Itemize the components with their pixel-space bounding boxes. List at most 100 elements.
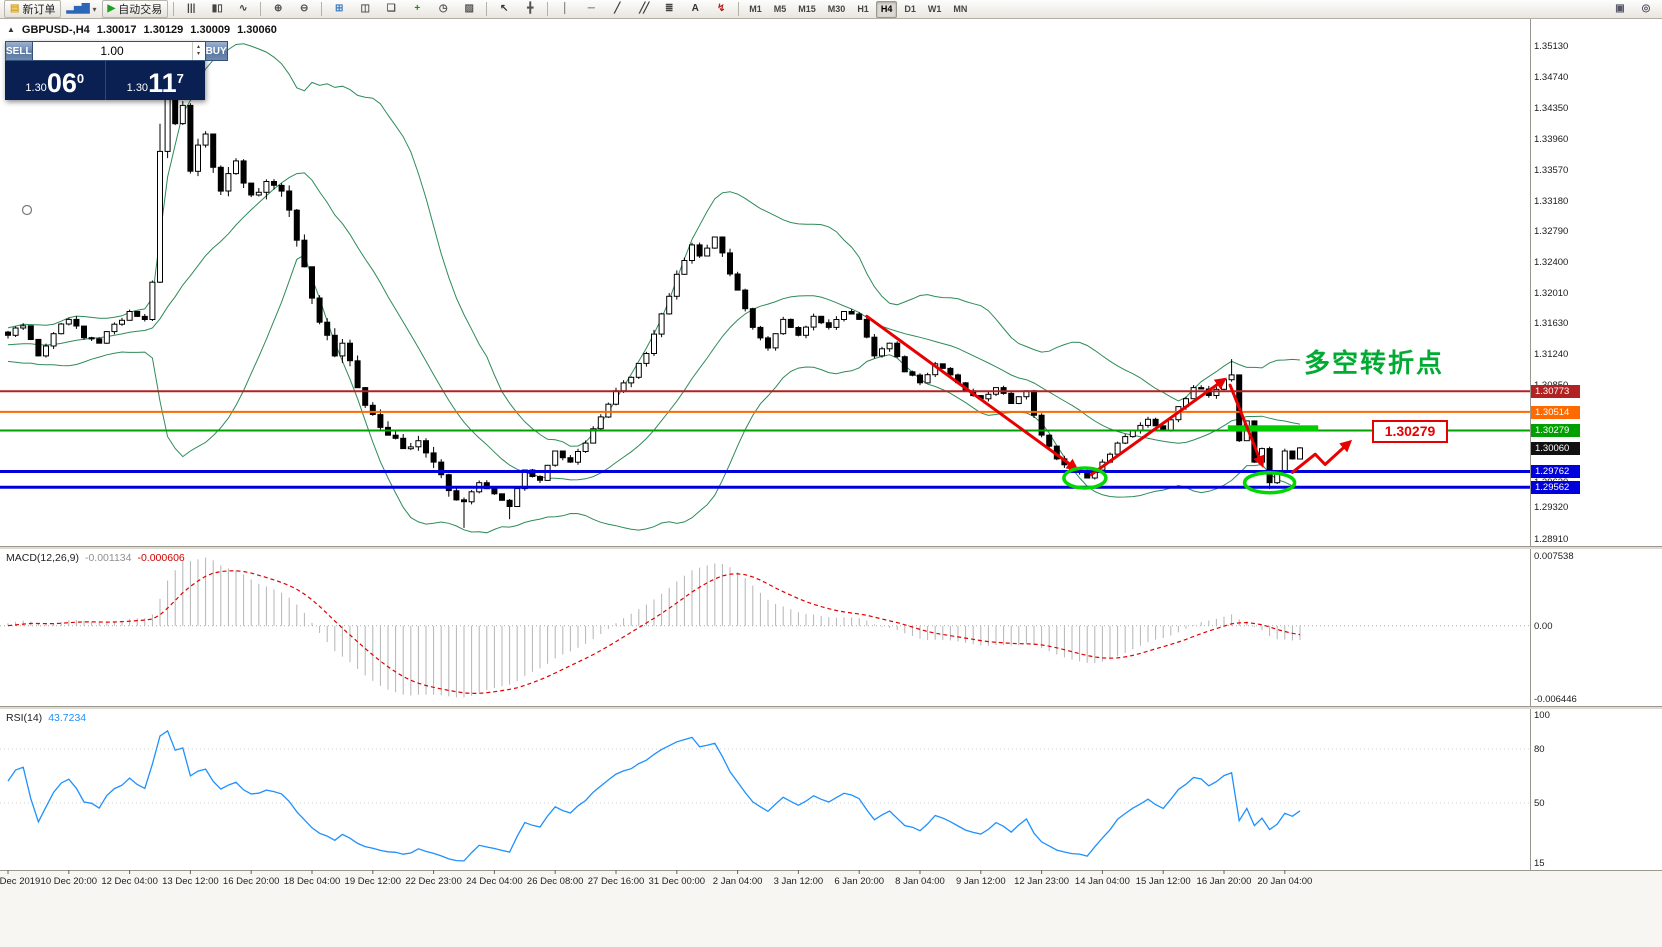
chart-style-button[interactable]: ▂▅▇ ▾ bbox=[63, 0, 99, 18]
current-price-tag: 1.30060 bbox=[1531, 442, 1580, 455]
time-axis-label: Dec 2019 bbox=[0, 876, 41, 887]
macd-signal-line bbox=[7, 570, 1301, 695]
rsi-scale-15: 15 bbox=[1534, 858, 1545, 869]
fibonacci-icon: ≣ bbox=[665, 3, 674, 14]
timeframe-m1[interactable]: M1 bbox=[749, 3, 762, 14]
price-line-tag: 1.29762 bbox=[1531, 465, 1580, 478]
bounce-arrow bbox=[1290, 439, 1353, 474]
rsi-indicator-label: RSI(14) 43.7234 bbox=[6, 712, 86, 725]
timeframe-w1[interactable]: W1 bbox=[927, 3, 942, 14]
fibonacci-tool-button[interactable]: ≣ bbox=[657, 0, 681, 18]
candles-chart-button[interactable]: ▮▯ bbox=[205, 0, 229, 18]
cursor-button[interactable]: ↖ bbox=[492, 0, 516, 18]
rsi-layer bbox=[0, 729, 1530, 862]
templates-button[interactable]: ▨ bbox=[457, 0, 481, 18]
candles-layer bbox=[5, 45, 1303, 528]
price-axis-label: 1.32790 bbox=[1534, 226, 1569, 237]
indicators-plus-icon: + bbox=[414, 3, 421, 14]
timeframe-m15[interactable]: M15 bbox=[798, 3, 816, 14]
ellipse-object-small bbox=[21, 204, 33, 216]
price-axis-label: 1.31630 bbox=[1534, 318, 1569, 329]
autotrading-button[interactable]: ▶ 自动交易 bbox=[101, 0, 169, 18]
time-axis-label: 2 Jan 04:00 bbox=[712, 876, 763, 887]
new-chart-button[interactable]: ⊞ bbox=[327, 0, 351, 18]
chart-windows-icon-button[interactable]: ▣ bbox=[1608, 0, 1632, 18]
vertical-line-icon: │ bbox=[562, 3, 569, 14]
macd-layer bbox=[0, 557, 1530, 698]
time-axis-label: 18 Dec 04:00 bbox=[283, 876, 341, 887]
zoom-in-button[interactable]: ⊕ bbox=[266, 0, 290, 18]
sell-button[interactable]: SELL bbox=[5, 41, 33, 61]
trend-arrow-3 bbox=[1228, 383, 1265, 468]
line-chart-button[interactable]: ∿ bbox=[231, 0, 255, 18]
toolbar-separator bbox=[547, 2, 549, 16]
time-axis-strip[interactable] bbox=[0, 870, 1662, 947]
buy-button[interactable]: BUY bbox=[204, 41, 228, 61]
highlight-ellipse-1 bbox=[1062, 466, 1108, 490]
timeframe-h4[interactable]: H4 bbox=[875, 0, 898, 18]
ohlc-close: 1.30060 bbox=[237, 24, 277, 36]
time-axis-label: 14 Jan 04:00 bbox=[1074, 876, 1130, 887]
price-axis-label: 1.32010 bbox=[1534, 288, 1569, 299]
trend-arrow-2 bbox=[1089, 377, 1227, 477]
quick-search-icon-button[interactable]: ◎ bbox=[1634, 0, 1658, 18]
arrow-objects-icon: ↯ bbox=[717, 3, 726, 14]
period-button[interactable]: ◷ bbox=[431, 0, 455, 18]
macd-rsi-splitter[interactable] bbox=[0, 706, 1662, 709]
toolbar-separator bbox=[321, 2, 323, 16]
text-tool-button[interactable]: A bbox=[683, 0, 707, 18]
time-axis-label: 6 Jan 20:00 bbox=[834, 876, 885, 887]
price-axis-label: 1.34350 bbox=[1534, 103, 1569, 114]
rsi-line bbox=[7, 729, 1301, 862]
ohlc-bars-icon: ||| bbox=[187, 3, 196, 14]
new-order-button[interactable]: ▤ 新订单 bbox=[4, 0, 62, 18]
buy-price-display[interactable]: 1.30 11 7 bbox=[106, 61, 206, 100]
trendline-tool-button[interactable]: ╱ bbox=[605, 0, 629, 18]
macd-scale-min: -0.006446 bbox=[1534, 694, 1577, 705]
timeframe-d1[interactable]: D1 bbox=[904, 3, 916, 14]
arrows-tool-button[interactable]: ↯ bbox=[709, 0, 733, 18]
new-order-icon: ▤ bbox=[10, 3, 20, 14]
indicators-button[interactable]: + bbox=[405, 0, 429, 18]
volume-spinner[interactable]: ▴ ▾ bbox=[191, 42, 205, 60]
price-axis-label: 1.33180 bbox=[1534, 196, 1569, 207]
timeframe-m30[interactable]: M30 bbox=[827, 3, 846, 14]
timeframe-mn[interactable]: MN bbox=[953, 3, 968, 14]
collapse-panel-icon[interactable]: ▲ bbox=[7, 25, 15, 34]
channel-tool-button[interactable]: ╱╱ bbox=[631, 0, 655, 18]
vline-tool-button[interactable]: │ bbox=[553, 0, 577, 18]
turning-point-annotation: 多空转折点 bbox=[1304, 348, 1445, 378]
annotations-layer bbox=[21, 204, 1353, 495]
zoom-in-icon: ⊕ bbox=[274, 3, 283, 14]
price-line-tag: 1.30514 bbox=[1531, 406, 1580, 419]
time-axis-label: 20 Jan 04:00 bbox=[1257, 876, 1313, 887]
crosshair-icon: ╋ bbox=[527, 3, 534, 14]
hline-tool-button[interactable]: ─ bbox=[579, 0, 603, 18]
toolbar: ▤ 新订单 ▂▅▇ ▾ ▶ 自动交易 ||| ▮▯ ∿ ⊕ ⊖ ⊞ ◫ ❏ + ◷ ▨ ↖ ╋ │ ─ ╱ ╱╱ ≣ A ↯ M1 M… bbox=[0, 0, 1662, 19]
crosshair-button[interactable]: ╋ bbox=[518, 0, 542, 18]
price-line-tag: 1.29562 bbox=[1531, 481, 1580, 494]
clock-icon: ◷ bbox=[438, 3, 448, 14]
sell-price-display[interactable]: 1.30 06 0 bbox=[5, 61, 105, 100]
price-line-tag: 1.30773 bbox=[1531, 385, 1580, 398]
symbol-title: GBPUSD-,H4 bbox=[21, 24, 90, 36]
price-macd-splitter[interactable] bbox=[0, 546, 1662, 549]
timeframe-h1[interactable]: H1 bbox=[857, 3, 869, 14]
spinner-down-icon[interactable]: ▾ bbox=[197, 51, 201, 57]
bars-chart-button[interactable]: ||| bbox=[179, 0, 203, 18]
volume-input[interactable] bbox=[32, 42, 192, 60]
symbol-info: ▲ GBPUSD-,H4 1.30017 1.30129 1.30009 1.3… bbox=[7, 23, 277, 37]
volume-field: ▴ ▾ bbox=[32, 41, 205, 61]
text-icon: A bbox=[691, 3, 699, 14]
zoom-out-button[interactable]: ⊖ bbox=[292, 0, 316, 18]
zoom-out-icon: ⊖ bbox=[300, 3, 309, 14]
bollinger-upper bbox=[7, 43, 1301, 447]
spinner-up-icon[interactable]: ▴ bbox=[197, 44, 201, 50]
cascade-windows-button[interactable]: ❏ bbox=[379, 0, 403, 18]
time-axis-label: 9 Jan 12:00 bbox=[955, 876, 1006, 887]
timeframe-m5[interactable]: M5 bbox=[773, 3, 787, 14]
highlight-ellipse-2 bbox=[1242, 470, 1297, 495]
new-chart-grid-icon: ⊞ bbox=[335, 3, 344, 14]
tile-windows-button[interactable]: ◫ bbox=[353, 0, 377, 18]
